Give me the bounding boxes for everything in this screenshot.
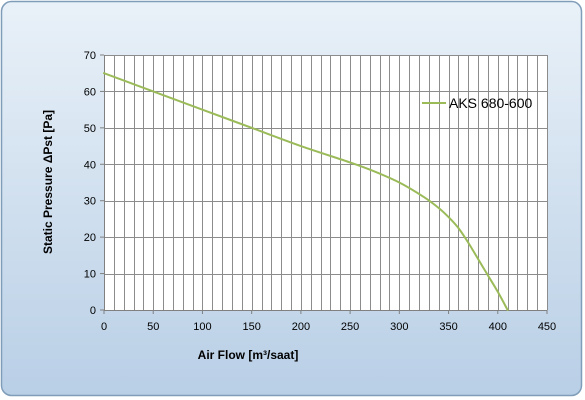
tick-labels: 0 50 100 150 200 250 300 350 400 450 0 10 20 30 40 50 60… xyxy=(84,50,556,333)
legend-label: AKS 680-600 xyxy=(449,95,532,111)
y-tick-label: 20 xyxy=(84,232,96,244)
x-tick-label: 0 xyxy=(101,321,107,333)
x-tick-label: 450 xyxy=(538,321,556,333)
legend: AKS 680-600 xyxy=(422,95,532,111)
y-tick-label: 10 xyxy=(84,269,96,281)
x-tick-label: 100 xyxy=(193,321,211,333)
y-tick-label: 30 xyxy=(84,196,96,208)
x-axis-title: Air Flow [m³/saat] xyxy=(198,348,299,362)
axes xyxy=(100,54,548,314)
y-tick-label: 0 xyxy=(90,305,96,317)
grid xyxy=(104,55,548,310)
series-line xyxy=(103,72,509,311)
x-tick-label: 200 xyxy=(292,321,310,333)
y-tick-label: 70 xyxy=(84,50,96,62)
y-tick-label: 60 xyxy=(84,86,96,98)
series-layer xyxy=(103,72,509,311)
y-tick-label: 50 xyxy=(84,123,96,135)
y-tick-label: 40 xyxy=(84,159,96,171)
x-tick-label: 150 xyxy=(242,321,260,333)
y-axis-title: Static Pressure ΔPst [Pa] xyxy=(41,110,55,254)
plot-area xyxy=(104,55,547,310)
x-tick-label: 350 xyxy=(439,321,457,333)
x-tick-label: 50 xyxy=(147,321,159,333)
x-tick-label: 400 xyxy=(489,321,507,333)
x-tick-label: 300 xyxy=(390,321,408,333)
x-tick-label: 250 xyxy=(341,321,359,333)
